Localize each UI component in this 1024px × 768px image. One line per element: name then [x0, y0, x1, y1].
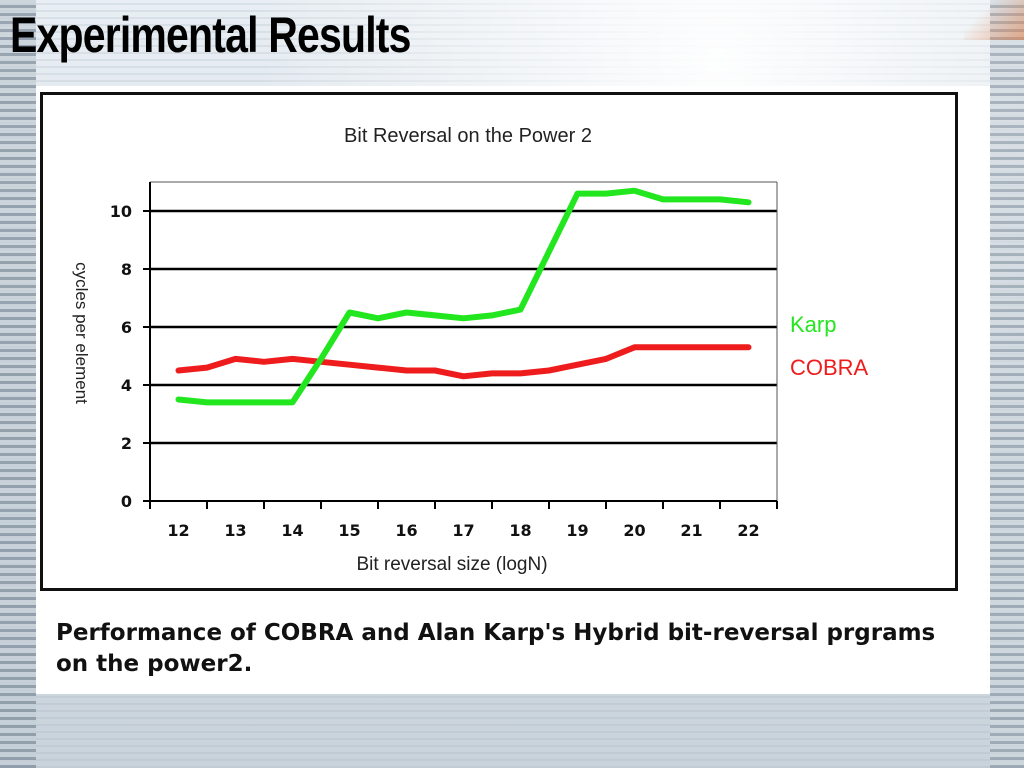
x-tick-label: 19 [566, 521, 588, 540]
data-point-cobra [233, 356, 238, 362]
data-point-cobra [375, 365, 381, 371]
data-point-cobra [176, 368, 181, 373]
data-point-karp [404, 310, 409, 315]
data-point-cobra [432, 368, 438, 373]
x-tick-label: 14 [281, 521, 303, 540]
data-point-karp [575, 191, 580, 197]
x-tick-label: 16 [395, 521, 417, 540]
data-point-karp [318, 356, 324, 362]
legend-entry-karp: Karp [790, 312, 836, 337]
data-point-cobra [689, 344, 694, 350]
x-tick-label: 12 [167, 521, 189, 540]
background-stripes-right [990, 0, 1024, 768]
data-point-karp [689, 196, 694, 202]
x-tick-label: 22 [737, 521, 759, 540]
data-point-karp [546, 249, 552, 255]
y-tick-label: 8 [121, 260, 132, 279]
data-point-cobra [404, 368, 409, 373]
data-point-karp [518, 307, 523, 313]
x-tick-label: 21 [680, 521, 702, 540]
data-point-karp [290, 399, 295, 405]
chart-title: Bit Reversal on the Power 2 [344, 125, 592, 147]
data-point-cobra [632, 344, 637, 350]
data-point-cobra [717, 344, 723, 350]
data-point-karp [375, 315, 381, 321]
data-point-cobra [347, 362, 352, 368]
data-point-karp [432, 312, 438, 318]
x-tick-label: 20 [623, 521, 645, 540]
data-point-cobra [546, 368, 552, 373]
data-point-cobra [290, 356, 295, 362]
y-tick-label: 0 [121, 492, 132, 511]
data-point-karp [204, 399, 210, 405]
y-tick-label: 6 [121, 318, 132, 337]
x-axis-label: Bit reversal size (logN) [356, 554, 547, 575]
figure-caption: Performance of COBRA and Alan Karp's Hyb… [56, 620, 936, 677]
background-accent [964, 0, 1024, 40]
data-point-cobra [489, 370, 495, 376]
background-stripes-left [0, 0, 36, 768]
legend-entry-cobra: COBRA [790, 355, 869, 380]
y-tick-label: 4 [121, 376, 132, 395]
data-point-karp [660, 196, 666, 202]
slide-title: Experimental Results [10, 7, 411, 63]
data-point-cobra [660, 344, 666, 350]
x-tick-label: 15 [338, 521, 360, 540]
y-tick-label: 2 [121, 434, 132, 453]
data-point-cobra [261, 359, 267, 365]
x-tick-label: 18 [509, 521, 531, 540]
y-axis-label: cycles per element [72, 262, 91, 404]
x-tick-label: 17 [452, 521, 474, 540]
data-point-karp [632, 188, 637, 194]
data-point-karp [717, 196, 723, 202]
data-point-cobra [518, 370, 523, 376]
data-point-karp [746, 199, 751, 205]
x-tick-label: 13 [224, 521, 246, 540]
data-point-cobra [575, 362, 580, 368]
data-point-karp [233, 399, 238, 405]
data-point-karp [489, 312, 495, 318]
y-tick-label: 10 [110, 202, 132, 221]
data-point-cobra [461, 373, 466, 379]
data-point-cobra [746, 344, 751, 350]
data-point-karp [347, 310, 352, 315]
data-point-karp [176, 397, 181, 402]
data-point-cobra [603, 356, 609, 362]
series-line-karp [175, 187, 752, 406]
data-point-karp [261, 399, 267, 405]
data-point-karp [603, 191, 609, 197]
data-point-karp [461, 315, 466, 321]
data-point-cobra [204, 365, 210, 371]
chart-frame [40, 92, 958, 591]
